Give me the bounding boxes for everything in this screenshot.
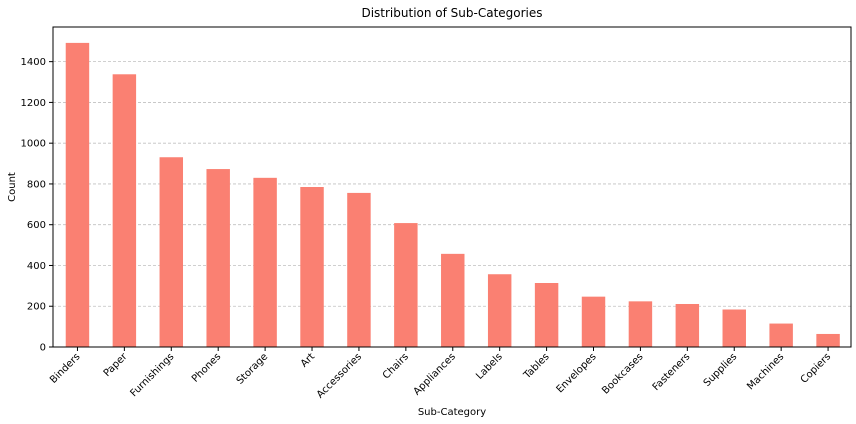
bar: [487, 274, 512, 347]
chart-title: Distribution of Sub-Categories: [361, 6, 542, 20]
y-tick-label: 800: [27, 179, 46, 190]
bar: [581, 296, 606, 347]
x-tick-label: Paper: [102, 351, 130, 379]
bar: [816, 333, 840, 347]
y-tick-label: 1200: [21, 98, 46, 109]
bar: [112, 74, 137, 347]
bars: [65, 42, 840, 347]
x-tick-label: Binders: [48, 351, 83, 386]
bar: [441, 253, 465, 347]
y-tick-label: 1000: [21, 139, 46, 150]
bar: [628, 301, 653, 347]
bar: [722, 309, 746, 347]
x-axis-label: Sub-Category: [418, 407, 486, 418]
plot-frame: [52, 26, 852, 348]
bar: [159, 157, 184, 347]
x-tick-label: Accessories: [315, 351, 364, 400]
y-axis-ticks: 0 200 400 600 800 1000 1200 1400: [21, 57, 53, 354]
bar: [65, 42, 90, 347]
x-tick-label: Phones: [190, 351, 223, 384]
bar: [675, 303, 700, 347]
bar: [300, 187, 324, 347]
x-tick-label: Art: [299, 351, 317, 369]
x-tick-label: Furnishings: [128, 351, 176, 399]
x-tick-label: Chairs: [381, 351, 411, 381]
y-tick-label: 200: [27, 302, 46, 313]
x-tick-label: Fasteners: [651, 351, 693, 393]
x-tick-label: Labels: [474, 351, 505, 382]
y-axis-label: Count: [7, 172, 18, 202]
x-tick-label: Tables: [521, 351, 551, 381]
x-tick-label: Supplies: [702, 351, 740, 389]
bar: [769, 323, 793, 347]
bar: [394, 223, 418, 347]
bar: [347, 192, 371, 347]
bar: [253, 177, 277, 347]
y-tick-label: 600: [27, 220, 46, 231]
gridlines: [53, 61, 851, 348]
y-tick-label: 1400: [21, 57, 46, 68]
x-tick-label: Storage: [235, 351, 270, 386]
bar: [534, 283, 559, 347]
x-tick-label: Envelopes: [555, 351, 599, 395]
x-tick-label: Machines: [745, 351, 786, 392]
bar: [206, 169, 230, 347]
x-tick-label: Appliances: [412, 351, 458, 397]
x-tick-label: Bookcases: [600, 351, 645, 396]
x-tick-label: Copiers: [799, 351, 833, 385]
y-tick-label: 400: [27, 261, 46, 272]
y-tick-label: 0: [40, 343, 46, 354]
